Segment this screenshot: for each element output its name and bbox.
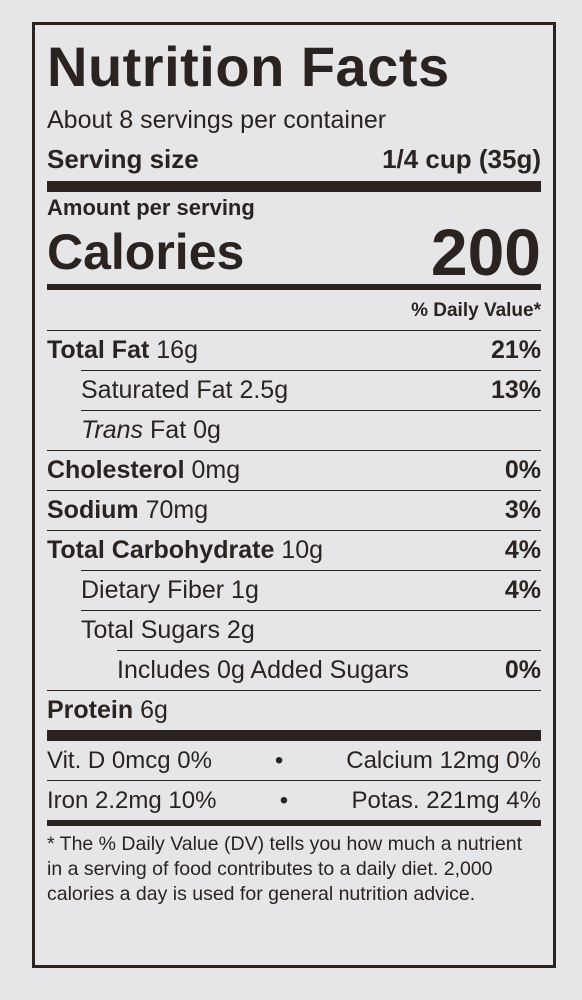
vitamin: Iron 2.2mg 10%	[47, 786, 217, 814]
nutrient-amount: 6g	[140, 696, 168, 724]
nutrient: Saturated Fat 2.5g	[81, 376, 288, 405]
nutrient: Dietary Fiber 1g	[81, 576, 259, 605]
nutrient-amount: 16g	[156, 336, 198, 364]
divider	[47, 181, 541, 192]
calories-label: Calories	[47, 224, 245, 280]
dv-header: % Daily Value*	[47, 290, 541, 331]
servings: About 8 servings per container	[47, 106, 387, 134]
nutrient-dv: 21%	[490, 336, 541, 364]
nutrient-name: Total Carbohydrate	[47, 536, 275, 564]
nutrient-amount: 10g	[281, 536, 324, 564]
vitamins: Vit. D 0mcg 0% • Calcium 12mg 0% Iron 2.2mg…	[47, 741, 541, 820]
nutrient: Includes 0g Added Sugars	[117, 656, 409, 685]
nutrient-dv: 4%	[504, 576, 541, 604]
nutrient-row: Cholesterol 0mg 0%	[47, 450, 541, 490]
nutrient-name: Dietary Fiber	[81, 576, 225, 604]
nutrient-row: Total Sugars 2g	[81, 610, 541, 650]
nutrient-name-italic: Trans	[81, 416, 144, 444]
separator: •	[274, 746, 284, 774]
nutrient-row: Includes 0g Added Sugars 0%	[117, 650, 541, 690]
serving-size-value: 1/4 cup (35g)	[382, 143, 541, 174]
separator: •	[279, 786, 289, 814]
nutrient-row: Sodium 70mg 3%	[47, 490, 541, 530]
nutrient-row: Trans Fat 0g	[81, 410, 541, 450]
nutrient-amount: 70mg	[145, 496, 209, 524]
divider	[47, 284, 541, 290]
vitamin-row: Iron 2.2mg 10% • Potas. 221mg 4%	[47, 780, 541, 820]
nutrient-dv: 3%	[504, 496, 541, 524]
nutrient: Cholesterol 0mg	[47, 456, 240, 485]
nutrient-row: Total Carbohydrate 10g 4%	[47, 530, 541, 570]
nutrient-name: Saturated Fat	[81, 376, 233, 404]
nutrients: Total Fat 16g 21% Saturated Fat 2.5g 13% Tra…	[47, 331, 541, 730]
nutrient-amount: 2.5g	[239, 376, 289, 404]
nutrient-name: Includes 0g Added Sugars	[117, 656, 409, 684]
serving-size: Serving size 1/4 cup (35g)	[47, 137, 541, 181]
nutrient: Trans Fat 0g	[81, 416, 221, 445]
vitamin: Calcium 12mg 0%	[346, 746, 541, 774]
nutrient-name: Fat	[150, 416, 187, 444]
nutrient-dv: 13%	[490, 376, 541, 404]
nutrient-name: Cholesterol	[47, 456, 185, 484]
nutrient-row: Total Fat 16g 21%	[47, 331, 541, 370]
nutrient-amount: 0g	[193, 416, 221, 444]
footnote: * The % Daily Value (DV) tells you how m…	[47, 833, 523, 905]
nutrient-name: Protein	[47, 696, 134, 724]
vitamin: Vit. D 0mcg 0%	[47, 746, 212, 774]
amount-per-serving: Amount per serving	[47, 195, 255, 220]
serving-size-label: Serving size	[47, 143, 199, 174]
nutrient-name: Sodium	[47, 496, 139, 524]
divider	[47, 820, 541, 826]
nutrient-name: Total Sugars	[81, 616, 220, 644]
nutrient: Protein 6g	[47, 696, 168, 725]
nutrient: Sodium 70mg	[47, 496, 208, 525]
title: Nutrition Facts	[47, 35, 450, 98]
nutrient-name: Total Fat	[47, 336, 150, 364]
nutrient-amount: 2g	[226, 616, 255, 644]
nutrient-amount: 0mg	[191, 456, 241, 484]
vitamin-row: Vit. D 0mcg 0% • Calcium 12mg 0%	[47, 741, 541, 780]
nutrient-dv: 4%	[504, 536, 541, 564]
nutrient: Total Carbohydrate 10g	[47, 536, 323, 565]
nutrient: Total Fat 16g	[47, 336, 198, 365]
nutrient: Total Sugars 2g	[81, 616, 255, 645]
label: Nutrition Facts About 8 servings per con…	[32, 22, 556, 968]
nutrient-amount: 1g	[231, 576, 259, 604]
divider	[47, 730, 541, 741]
calories: Calories 200	[47, 215, 541, 289]
calories-value: 200	[430, 215, 541, 289]
nutrient-dv: 0%	[504, 656, 541, 684]
vitamin: Potas. 221mg 4%	[351, 786, 541, 814]
nutrient-row: Dietary Fiber 1g 4%	[81, 570, 541, 610]
nutrient-row: Protein 6g	[47, 690, 541, 730]
nutrient-row: Saturated Fat 2.5g 13%	[81, 370, 541, 410]
nutrient-dv: 0%	[504, 456, 541, 484]
